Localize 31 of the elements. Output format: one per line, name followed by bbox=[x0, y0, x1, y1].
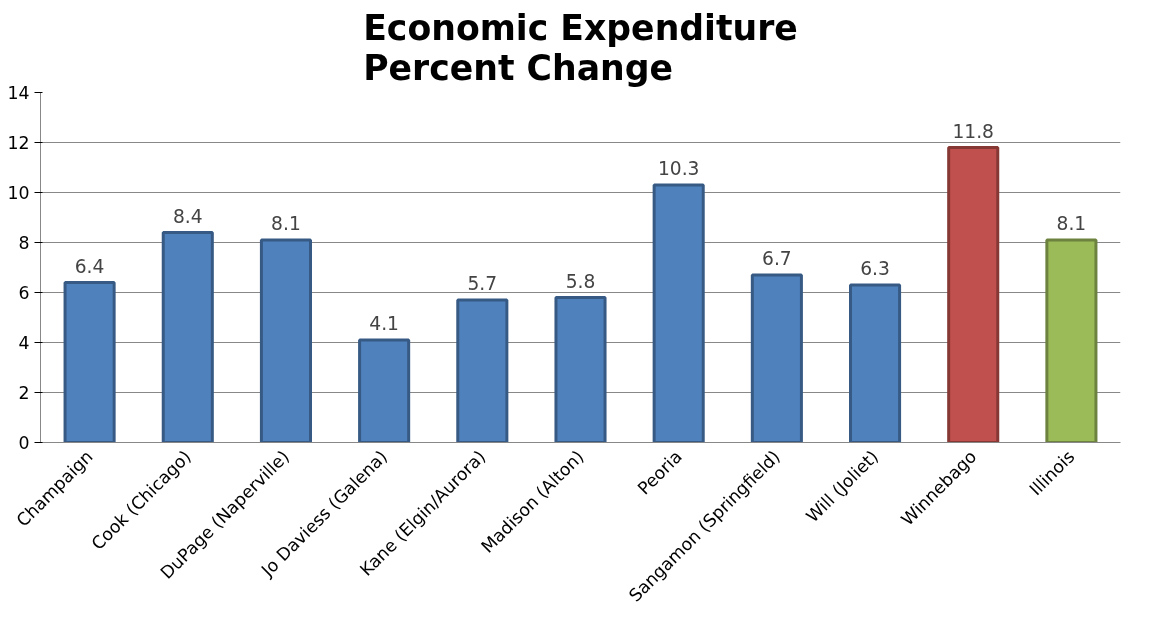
y-tick-label: 10 bbox=[7, 183, 30, 203]
bar bbox=[161, 231, 214, 443]
bar bbox=[947, 146, 1000, 443]
data-label: 6.3 bbox=[860, 258, 890, 279]
data-label: 8.1 bbox=[1056, 213, 1087, 234]
data-label: 5.7 bbox=[467, 273, 498, 294]
bar bbox=[63, 281, 116, 443]
data-label: 6.7 bbox=[762, 248, 792, 269]
data-label: 11.8 bbox=[952, 120, 994, 142]
y-tick-label: 8 bbox=[18, 233, 30, 253]
bar bbox=[358, 338, 411, 443]
bar bbox=[652, 183, 705, 443]
data-label: 4.1 bbox=[369, 313, 399, 334]
y-tick-label: 4 bbox=[18, 333, 30, 353]
y-tick-label: 14 bbox=[7, 83, 30, 103]
bar bbox=[554, 296, 607, 443]
y-tick-label: 2 bbox=[18, 383, 30, 403]
y-tick-label: 0 bbox=[18, 433, 30, 453]
bar bbox=[849, 283, 902, 443]
bar bbox=[1045, 238, 1098, 443]
bar bbox=[750, 273, 803, 443]
bar bbox=[456, 298, 509, 443]
y-tick-label: 12 bbox=[7, 133, 30, 153]
chart-title: Economic Expenditure Percent Change bbox=[363, 7, 798, 88]
data-label: 8.4 bbox=[172, 205, 203, 227]
y-tick-label: 6 bbox=[18, 283, 30, 303]
data-label: 5.8 bbox=[565, 270, 596, 292]
bar bbox=[259, 238, 312, 443]
data-label: 10.3 bbox=[657, 158, 700, 179]
data-label: 6.4 bbox=[74, 255, 105, 277]
data-label: 8.1 bbox=[271, 213, 301, 234]
